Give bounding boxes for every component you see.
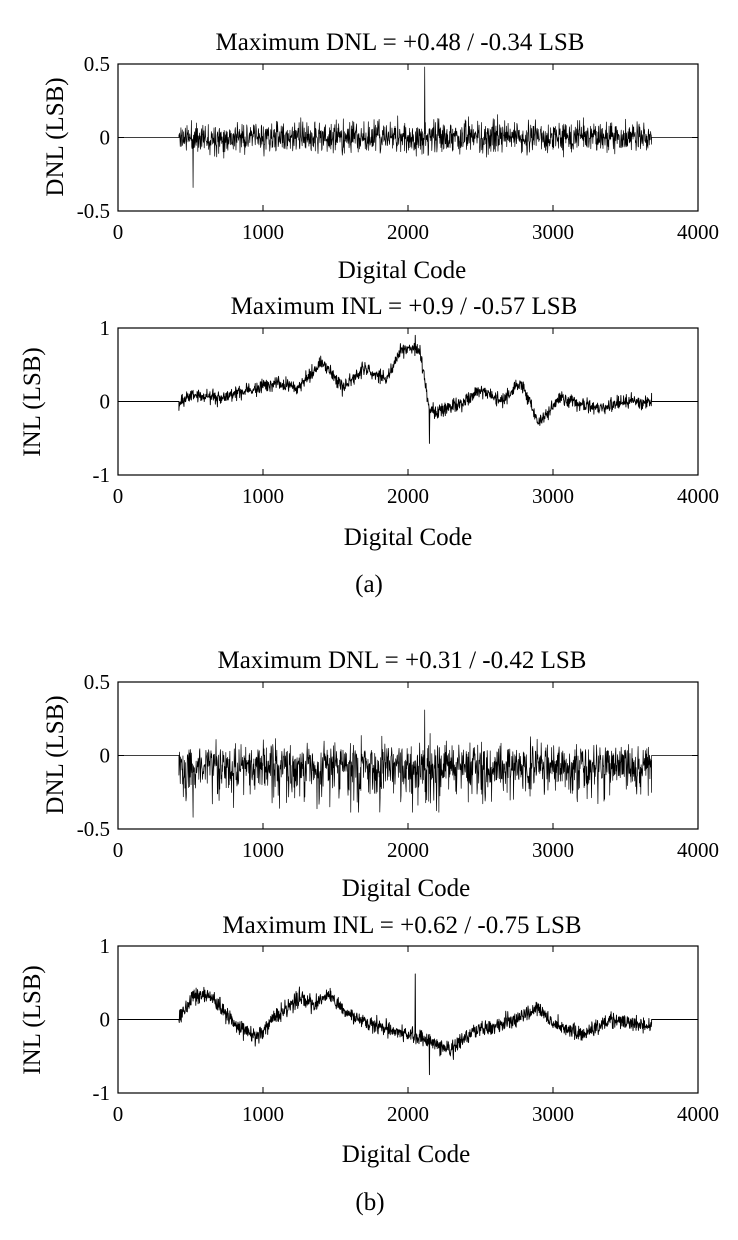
x-tick-label: 0: [113, 1102, 124, 1126]
x-tick-label: 4000: [677, 220, 719, 244]
y-tick-label: 1: [100, 934, 111, 958]
y-axis-label: DNL (LSB): [42, 77, 69, 196]
x-axis-label: Digital Code: [342, 1141, 470, 1168]
y-tick-label: 0: [100, 126, 111, 150]
chart-a-inl: Maximum INL = +0.9 / -0.57 LSB INL (LSB)…: [19, 293, 719, 551]
y-tick-label: 0: [100, 1008, 111, 1032]
series-line: [118, 973, 698, 1076]
panel-caption-a: (a): [355, 571, 383, 598]
chart-a-dnl: Maximum DNL = +0.48 / -0.34 LSB DNL (LSB…: [42, 29, 719, 284]
x-tick-label: 0: [113, 220, 124, 244]
y-tick-label: -0.5: [77, 817, 110, 841]
x-tick-label: 4000: [677, 1102, 719, 1126]
x-tick-label: 4000: [677, 484, 719, 508]
x-tick-label: 2000: [387, 1102, 429, 1126]
chart-title: Maximum DNL = +0.31 / -0.42 LSB: [218, 647, 587, 674]
series-line: [118, 709, 698, 818]
x-axis-label: Digital Code: [342, 875, 470, 902]
y-tick-label: -1: [93, 463, 111, 487]
x-tick-label: 3000: [532, 484, 574, 508]
x-tick-label: 2000: [387, 220, 429, 244]
x-tick-label: 1000: [242, 484, 284, 508]
x-tick-label: 3000: [532, 838, 574, 862]
y-axis-label: INL (LSB): [19, 965, 46, 1074]
x-tick-label: 1000: [242, 220, 284, 244]
x-tick-label: 4000: [677, 838, 719, 862]
y-tick-label: 0.5: [84, 52, 110, 76]
y-tick-label: -1: [93, 1081, 111, 1105]
y-tick-label: 0.5: [84, 670, 110, 694]
chart-b-inl: Maximum INL = +0.62 / -0.75 LSB INL (LSB…: [19, 912, 719, 1168]
x-tick-label: 3000: [532, 1102, 574, 1126]
x-tick-label: 2000: [387, 838, 429, 862]
y-tick-label: -0.5: [77, 199, 110, 223]
x-axis-label: Digital Code: [338, 257, 466, 284]
y-tick-label: 0: [100, 744, 111, 768]
chart-title: Maximum DNL = +0.48 / -0.34 LSB: [216, 29, 585, 56]
chart-title: Maximum INL = +0.9 / -0.57 LSB: [231, 293, 578, 320]
x-tick-label: 0: [113, 838, 124, 862]
y-tick-label: 0: [100, 390, 111, 414]
x-axis-label: Digital Code: [344, 524, 472, 551]
panel-caption-b: (b): [355, 1189, 384, 1216]
chart-title: Maximum INL = +0.62 / -0.75 LSB: [222, 912, 581, 939]
y-axis-label: DNL (LSB): [42, 695, 69, 814]
y-axis-label: INL (LSB): [19, 347, 46, 456]
x-tick-label: 2000: [387, 484, 429, 508]
y-tick-label: 1: [100, 316, 111, 340]
x-tick-label: 1000: [242, 1102, 284, 1126]
series-line: [118, 66, 698, 188]
x-tick-label: 1000: [242, 838, 284, 862]
series-line: [118, 334, 698, 444]
x-tick-label: 0: [113, 484, 124, 508]
x-tick-label: 3000: [532, 220, 574, 244]
chart-b-dnl: Maximum DNL = +0.31 / -0.42 LSB DNL (LSB…: [42, 647, 719, 902]
